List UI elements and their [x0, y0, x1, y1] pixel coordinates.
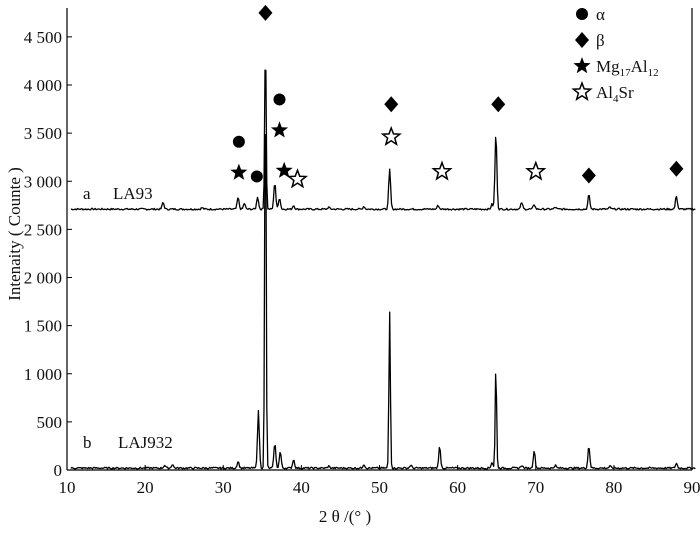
legend-marker-filled-star: [573, 57, 591, 74]
phase-marker-filled-circle: [250, 170, 263, 183]
phase-marker-hollow-star: [286, 168, 309, 189]
x-tick-label: 40: [293, 478, 310, 497]
x-tick-label: 50: [371, 478, 388, 497]
phase-marker-filled-star: [230, 163, 248, 180]
series-line-la93: [70, 69, 696, 211]
phase-marker-hollow-star: [431, 160, 453, 181]
y-tick-label: 3 000: [24, 172, 62, 191]
series-tag-a: a: [83, 184, 91, 203]
series-tag-b: b: [83, 433, 92, 452]
phase-marker-filled-diamond: [581, 167, 596, 184]
y-tick-label: 4 000: [24, 76, 62, 95]
phase-marker-filled-star: [275, 161, 293, 178]
series-name-la93: LA93: [113, 184, 153, 203]
phase-marker-hollow-star: [380, 125, 402, 147]
legend-label: Al4Sr: [596, 83, 634, 105]
legend-marker-filled-diamond: [575, 32, 589, 48]
x-tick-label: 90: [684, 478, 700, 497]
phase-marker-filled-circle: [232, 135, 245, 148]
legend-label: β: [596, 31, 605, 50]
y-tick-label: 0: [54, 461, 63, 480]
phase-marker-filled-diamond: [384, 96, 399, 113]
x-tick-label: 60: [449, 478, 466, 497]
phase-marker-hollow-star: [525, 160, 547, 181]
phase-marker-filled-diamond: [258, 4, 273, 21]
phase-marker-filled-star: [270, 121, 289, 138]
phase-marker-filled-diamond: [491, 96, 506, 113]
axes-layer: 10 20 30 40 50 60 70 80 90 0 500 1 000 1 500 2 000 2 5…: [24, 8, 700, 497]
x-tick-label: 10: [59, 478, 76, 497]
x-tick-label: 30: [215, 478, 232, 497]
series-name-laj932: LAJ932: [118, 433, 173, 452]
x-tick-label: 20: [137, 478, 154, 497]
y-tick-label: 4 500: [24, 28, 62, 47]
phase-marker-layer: [230, 4, 684, 189]
legend-label: Mg17Al12: [596, 57, 659, 79]
legend-marker-hollow-star: [571, 80, 593, 102]
x-axis-title: 2 θ /(° ): [319, 507, 371, 526]
legend-label: α: [596, 5, 605, 24]
legend-marker-filled-circle: [576, 8, 588, 20]
y-tick-label: 1 500: [24, 317, 62, 336]
x-tick-label: 70: [527, 478, 544, 497]
series-layer: a LA93 b LAJ932: [70, 69, 696, 470]
phase-marker-filled-diamond: [669, 160, 684, 177]
y-tick-label: 1 000: [24, 365, 62, 384]
y-tick-label: 2 500: [24, 220, 62, 239]
y-tick-label: 500: [37, 413, 63, 432]
y-tick-label: 3 500: [24, 124, 62, 143]
phase-marker-filled-circle: [273, 93, 286, 106]
x-tick-label: 80: [605, 478, 622, 497]
series-line-laj932: [70, 134, 696, 470]
legend: αβ Mg17Al12 Al4Sr: [571, 5, 659, 105]
y-tick-label: 2 000: [24, 269, 62, 288]
y-axis-title: Intenaity ( Counte ): [5, 167, 24, 301]
